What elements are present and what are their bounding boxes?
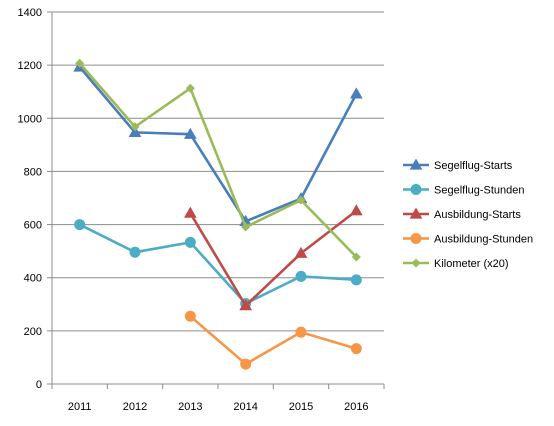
data-point (295, 326, 307, 338)
legend-label: Kilometer (x20) (434, 258, 509, 270)
legend-label: Segelflug-Stunden (434, 185, 525, 197)
data-point (74, 219, 86, 231)
data-point (350, 343, 362, 355)
series-layer (73, 58, 363, 370)
data-point (240, 358, 252, 370)
data-point (128, 125, 142, 137)
series-line (78, 62, 358, 258)
x-tick-label: 2011 (68, 401, 92, 413)
data-point (130, 122, 140, 132)
y-tick-label: 1400 (18, 7, 42, 19)
data-point (184, 236, 196, 248)
x-tick-label: 2016 (344, 401, 368, 413)
series-line (79, 223, 357, 305)
data-point (296, 195, 306, 205)
legend-label: Ausbildung-Starts (434, 209, 521, 221)
series-line (189, 315, 357, 366)
y-tick-label: 200 (24, 326, 42, 338)
y-tick-label: 600 (24, 220, 42, 232)
data-point (184, 310, 196, 322)
data-point (295, 270, 307, 282)
legend-swatch-marker (409, 207, 423, 219)
legend-entry: Segelflug-Stunden (403, 184, 525, 197)
legend-swatch-marker (409, 158, 423, 170)
legend-entry: Ausbildung-Starts (403, 207, 521, 221)
legend-label: Ausbildung-Stunden (434, 234, 533, 246)
legend-entry: Segelflug-Starts (403, 158, 513, 172)
series-line (189, 209, 358, 307)
series-0 (73, 60, 363, 227)
x-tick-label: 2014 (233, 401, 257, 413)
data-point (350, 274, 362, 286)
y-tick-label: 400 (24, 273, 42, 285)
data-point (349, 204, 363, 216)
data-point (185, 83, 195, 93)
x-tick-label: 2013 (178, 401, 202, 413)
legend-swatch-marker (410, 233, 422, 244)
legend-entry: Kilometer (x20) (403, 258, 509, 270)
y-tick-label: 0 (36, 379, 42, 391)
legend-entry: Ausbildung-Stunden (403, 233, 533, 246)
data-point (294, 246, 308, 258)
series-line (78, 66, 358, 223)
legend-swatch-marker (410, 184, 422, 195)
legend-label: Segelflug-Starts (434, 160, 513, 172)
legend-swatch-marker (411, 258, 421, 268)
data-point (183, 206, 197, 218)
data-point (75, 58, 85, 68)
x-tick-label: 2015 (289, 401, 313, 413)
y-tick-label: 1200 (18, 60, 42, 72)
x-tick-label: 2012 (123, 401, 147, 413)
series-3 (184, 310, 362, 370)
data-point (183, 127, 197, 139)
grid-layer (52, 11, 384, 332)
legend: Segelflug-Starts Segelflug-Stunden Ausbild… (403, 158, 533, 270)
data-point (239, 299, 253, 311)
y-tick-label: 1000 (18, 113, 42, 125)
data-point (351, 252, 361, 262)
series-4 (75, 58, 361, 262)
series-2 (183, 204, 363, 311)
axis-layer: 0 200 400 600 800 1000 1200 1400 2011 2012 2013 201… (18, 7, 385, 413)
series-1 (74, 219, 362, 309)
data-point (129, 246, 141, 258)
data-point (349, 87, 363, 99)
data-point (241, 222, 251, 232)
y-tick-label: 800 (24, 166, 42, 178)
